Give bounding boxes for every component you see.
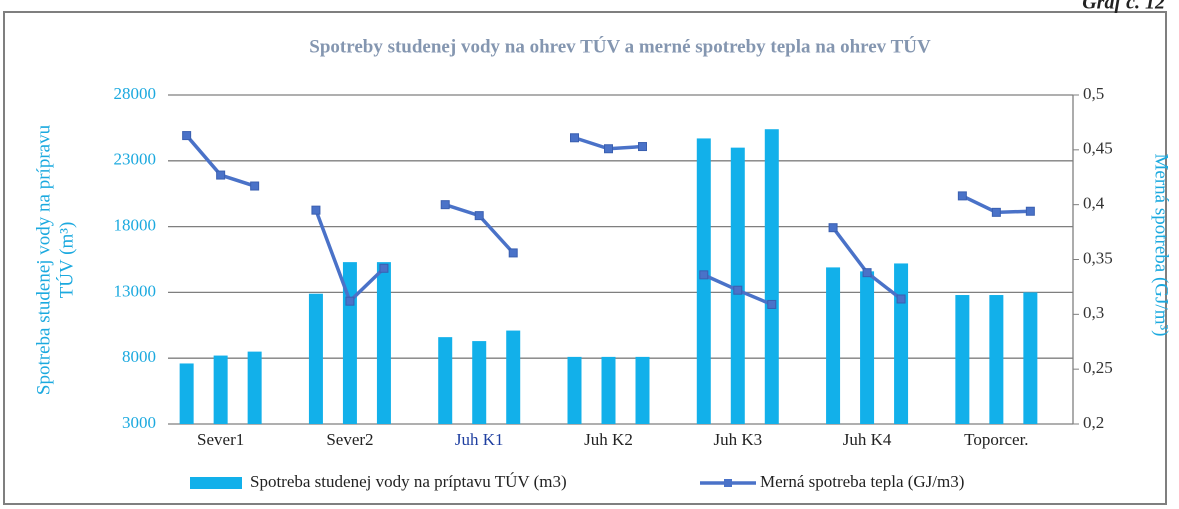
x-tick-label: Toporcer. — [964, 430, 1028, 449]
y2-tick-label: 0,45 — [1083, 139, 1113, 158]
bar — [472, 341, 487, 424]
line-marker — [638, 142, 647, 152]
line-marker — [182, 131, 192, 141]
line-marker — [250, 181, 260, 191]
y-axis-title: Spotreba studenej vody na prípravu — [33, 124, 54, 395]
bar — [826, 267, 841, 424]
y-axis-title: TÚV (m³) — [55, 222, 77, 299]
line-marker — [767, 299, 777, 309]
y2-tick-label: 0,25 — [1083, 358, 1113, 377]
bar — [601, 356, 616, 424]
bar — [506, 330, 521, 424]
y2-tick-label: 0,3 — [1083, 303, 1104, 322]
line-marker — [862, 268, 872, 278]
bar — [955, 295, 970, 424]
bar — [1023, 292, 1038, 424]
y-tick-label: 28000 — [114, 84, 157, 103]
legend-swatch — [190, 477, 242, 489]
bar — [179, 363, 194, 424]
bar — [376, 262, 391, 424]
x-tick-label: Juh K3 — [713, 430, 762, 449]
y-tick-label: 13000 — [114, 281, 157, 300]
line-marker — [733, 285, 743, 295]
x-tick-label: Juh K2 — [584, 430, 633, 449]
line-marker — [440, 200, 450, 210]
bar — [308, 293, 323, 424]
line-marker — [604, 144, 613, 154]
y-tick-label: 18000 — [114, 216, 157, 235]
y-tick-label: 3000 — [122, 413, 156, 432]
line-marker — [570, 133, 579, 143]
line-marker — [991, 207, 1001, 217]
line-marker — [216, 170, 226, 180]
x-tick-label: Sever1 — [197, 430, 244, 449]
bar — [989, 295, 1004, 424]
bar — [764, 129, 779, 424]
bar — [635, 356, 650, 424]
legend-label: Spotreba studenej vody na príptavu TÚV (… — [250, 472, 567, 491]
y2-tick-label: 0,5 — [1083, 84, 1104, 103]
y2-tick-label: 0,35 — [1083, 248, 1113, 267]
legend-label: Merná spotreba tepla (GJ/m3) — [760, 472, 964, 491]
bar — [213, 355, 228, 424]
y-tick-label: 8000 — [122, 347, 156, 366]
corner-label: Graf č. 12 — [1082, 0, 1165, 14]
line-marker — [699, 270, 709, 280]
frame — [3, 11, 1167, 505]
y2-tick-label: 0,2 — [1083, 413, 1104, 432]
line-marker — [896, 294, 906, 304]
bar — [438, 337, 453, 424]
line-marker — [957, 191, 967, 201]
y-tick-label: 23000 — [114, 150, 157, 169]
chart-title: Spotreby studenej vody na ohrev TÚV a me… — [309, 35, 931, 57]
x-tick-label: Juh K1 — [455, 430, 504, 449]
line-marker — [1025, 206, 1035, 216]
bar — [696, 138, 711, 425]
line-marker — [379, 263, 389, 273]
bar — [860, 271, 875, 424]
line-marker — [828, 223, 838, 233]
line-marker — [345, 296, 355, 306]
x-tick-label: Juh K4 — [843, 430, 892, 449]
bar — [567, 356, 582, 424]
legend-swatch — [724, 479, 732, 487]
line-marker — [311, 205, 321, 215]
bar — [247, 351, 262, 424]
line-marker — [508, 248, 518, 258]
x-tick-label: Sever2 — [326, 430, 373, 449]
y2-tick-label: 0,4 — [1083, 194, 1105, 213]
line-marker — [474, 211, 484, 221]
y2-axis-title: Merná spotreba (GJ/m³) — [1151, 154, 1172, 337]
bar — [894, 263, 909, 424]
